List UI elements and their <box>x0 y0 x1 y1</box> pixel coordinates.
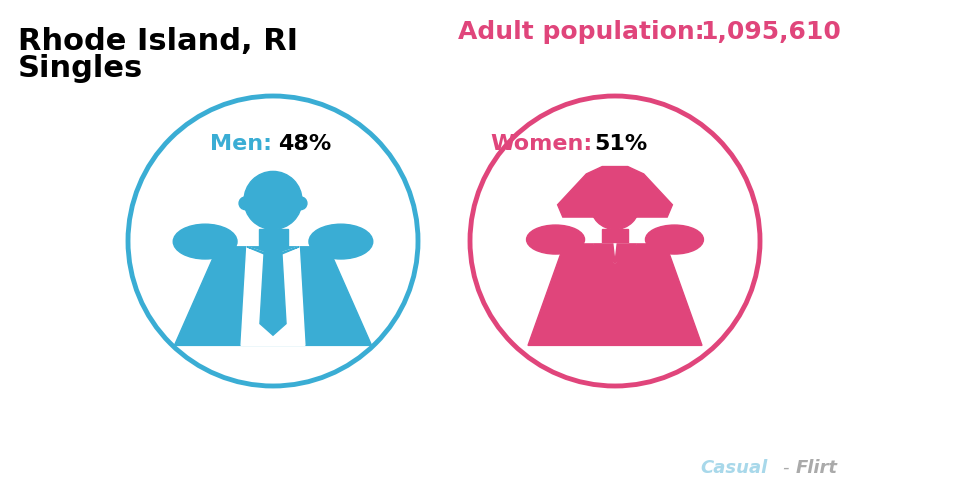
Text: Casual: Casual <box>700 458 767 476</box>
FancyBboxPatch shape <box>602 230 628 244</box>
Circle shape <box>590 181 639 230</box>
Ellipse shape <box>173 225 237 260</box>
Circle shape <box>239 197 252 210</box>
Polygon shape <box>593 244 615 263</box>
Polygon shape <box>175 247 372 346</box>
Polygon shape <box>615 244 636 263</box>
Ellipse shape <box>645 225 704 255</box>
Circle shape <box>294 197 307 210</box>
Polygon shape <box>558 167 672 217</box>
Polygon shape <box>273 247 300 256</box>
Text: Flirt: Flirt <box>796 458 838 476</box>
Text: 51%: 51% <box>594 134 647 154</box>
Polygon shape <box>528 244 702 346</box>
Polygon shape <box>241 247 305 346</box>
Text: Adult population:: Adult population: <box>458 20 705 44</box>
Polygon shape <box>260 250 286 336</box>
Text: Men:: Men: <box>210 134 272 154</box>
Polygon shape <box>593 244 636 263</box>
Text: Women:: Women: <box>490 134 592 154</box>
Text: Rhode Island, RI: Rhode Island, RI <box>18 27 299 56</box>
Ellipse shape <box>309 225 372 260</box>
FancyBboxPatch shape <box>258 230 287 247</box>
Text: 48%: 48% <box>278 134 331 154</box>
Text: -: - <box>782 458 788 476</box>
Circle shape <box>244 172 302 230</box>
Polygon shape <box>247 247 273 256</box>
Text: 1,095,610: 1,095,610 <box>700 20 841 44</box>
Ellipse shape <box>526 225 585 255</box>
Text: Singles: Singles <box>18 54 143 83</box>
